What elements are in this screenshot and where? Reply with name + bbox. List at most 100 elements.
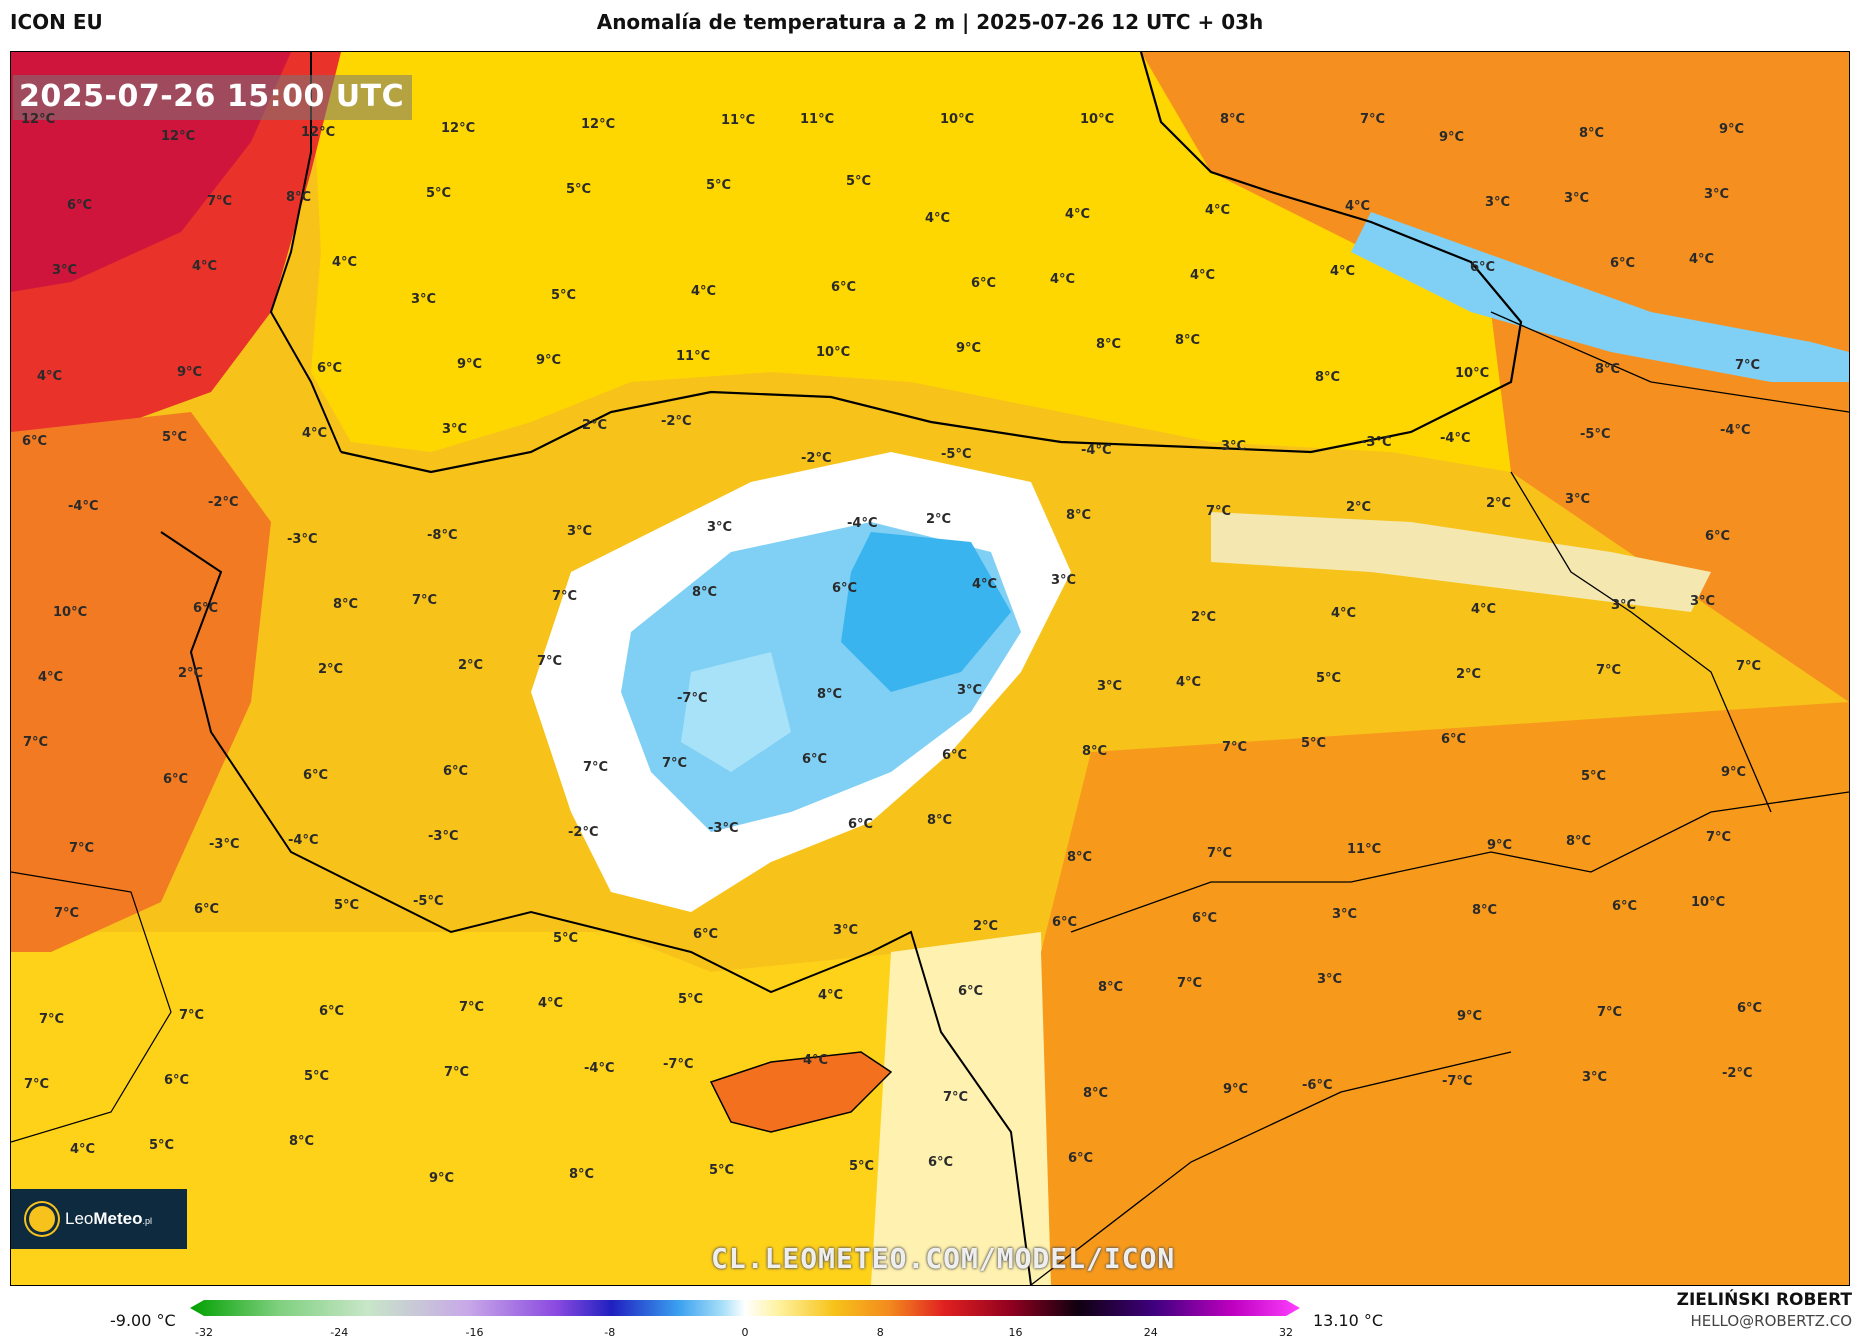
temp-label: 8°C [1083,1086,1109,1101]
temp-label: 8°C [692,585,718,600]
temp-label: 7°C [1207,846,1233,861]
temp-label: 8°C [1566,834,1592,849]
temp-label: 7°C [1222,740,1248,755]
temp-label: 6°C [958,984,984,999]
temp-label: 4°C [972,577,998,592]
temp-label: -5°C [413,894,444,909]
temp-label: 5°C [426,186,452,201]
temp-label: 4°C [1065,207,1091,222]
temp-label: 9°C [429,1171,455,1186]
temp-label: 9°C [1721,765,1747,780]
temp-label: 7°C [444,1065,470,1080]
temp-label: 5°C [551,288,577,303]
temp-label: 4°C [1330,264,1356,279]
temp-label: 8°C [1220,112,1246,127]
temp-label: 11°C [721,113,756,128]
temp-label: 6°C [1610,256,1636,271]
temp-label: 7°C [1735,358,1761,373]
colorbar-tick-label: -32 [195,1326,213,1339]
temp-label: 4°C [925,211,951,226]
temp-label: 4°C [818,988,844,1003]
temp-label: 4°C [1345,199,1371,214]
temp-label: 3°C [1704,187,1730,202]
temp-label: 5°C [709,1163,735,1178]
logo-text-meteo: Meteo [93,1209,143,1228]
temp-label: 5°C [304,1069,330,1084]
temp-label: 2°C [1456,667,1482,682]
temp-label: 8°C [1595,362,1621,377]
temp-label: 3°C [1582,1070,1608,1085]
temp-label: 6°C [319,1004,345,1019]
temp-label: 2°C [582,418,608,433]
temp-label: 6°C [832,581,858,596]
temp-label: 3°C [567,524,593,539]
temp-label: 4°C [332,255,358,270]
temp-label: 2°C [458,658,484,673]
temp-label: 4°C [1190,268,1216,283]
colorbar-max-label: 13.10 °C [1313,1311,1384,1330]
temp-label: 3°C [1611,598,1637,613]
temp-label: -4°C [1720,423,1751,438]
temp-label: 3°C [1564,191,1590,206]
temp-label: -2°C [1722,1066,1753,1081]
temp-label: 6°C [1068,1151,1094,1166]
temp-label: 8°C [1066,508,1092,523]
temp-label: 6°C [848,817,874,832]
temp-label: 2°C [1346,500,1372,515]
logo-text-leo: Leo [65,1209,94,1228]
temp-label: 11°C [676,349,711,364]
temp-label: 5°C [334,898,360,913]
model-name: ICON EU [10,10,103,34]
temp-label: 7°C [1206,504,1232,519]
temp-label: 6°C [303,768,329,783]
temp-label: 8°C [1082,744,1108,759]
temp-label: 6°C [831,280,857,295]
temp-label: 6°C [802,752,828,767]
temp-label: 9°C [956,341,982,356]
author-name: ZIELIŃSKI ROBERT [1676,1290,1852,1310]
temp-label: 6°C [971,276,997,291]
temp-label: 3°C [1317,972,1343,987]
temp-label: -5°C [941,447,972,462]
temp-label: 10°C [1080,112,1115,127]
temp-label: 7°C [69,841,95,856]
temp-label: 6°C [193,601,219,616]
temp-label: 6°C [928,1155,954,1170]
temp-label: 3°C [1097,679,1123,694]
temp-label: 6°C [693,927,719,942]
temp-label: 9°C [457,357,483,372]
temp-label: 5°C [1581,769,1607,784]
temperature-anomaly-map[interactable]: 2025-07-26 15:00 UTC 12°C 12°C 12°C 12°C 12°… [10,51,1850,1286]
temp-label: -8°C [427,528,458,543]
colorbar-tick-label: -8 [604,1326,616,1339]
temp-label: 12°C [161,129,196,144]
temp-label: 7°C [412,593,438,608]
temp-label: 8°C [1096,337,1122,352]
leometeo-logo[interactable]: LeoMeteo.pl [11,1189,187,1249]
colorbar-min-label: -9.00 °C [110,1311,176,1330]
temp-label: 2°C [178,666,204,681]
author-email[interactable]: HELLO@ROBERTZ.CO [1690,1312,1852,1330]
temp-label: 7°C [583,760,609,775]
temp-label: -4°C [1440,431,1471,446]
temp-label: 3°C [1485,195,1511,210]
temp-label: 4°C [38,670,64,685]
temp-label: 3°C [411,292,437,307]
temp-label: -7°C [1442,1074,1473,1089]
temp-label: 10°C [1691,895,1726,910]
logo-text-suffix: .pl [142,1216,153,1226]
temp-label: 7°C [943,1090,969,1105]
temp-label: 8°C [289,1134,315,1149]
temp-label: 8°C [1098,980,1124,995]
temp-label: 8°C [1472,903,1498,918]
temp-label: 7°C [662,756,688,771]
temp-label: 8°C [286,190,312,205]
temp-label: 4°C [70,1142,96,1157]
temp-label: 5°C [149,1138,175,1153]
temp-label: 12°C [581,117,616,132]
temp-label: 4°C [302,426,328,441]
temp-label: 8°C [927,813,953,828]
temp-label: 4°C [538,996,564,1011]
temp-label: 2°C [318,662,344,677]
map-title: Anomalía de temperatura a 2 m | 2025-07-… [596,10,1264,34]
